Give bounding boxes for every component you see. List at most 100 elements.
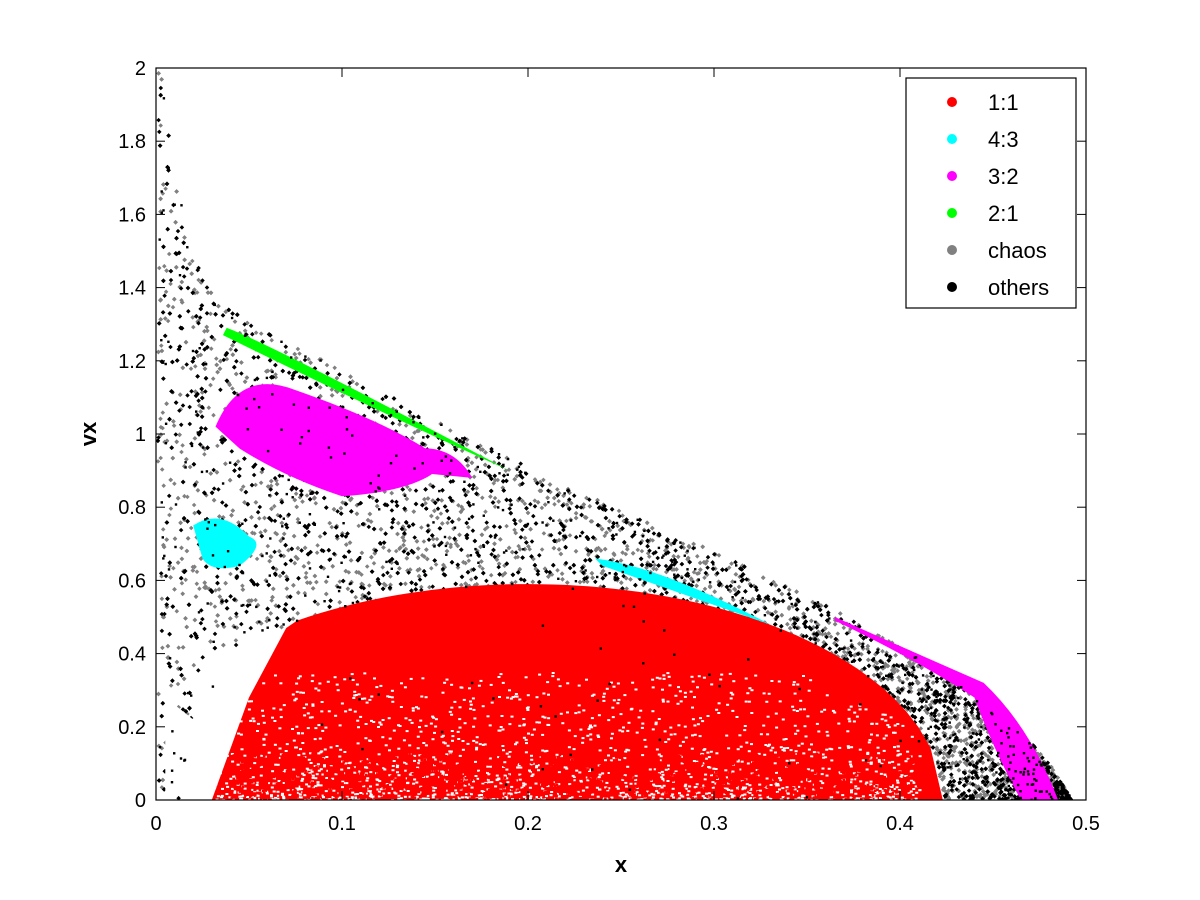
chaos-point (332, 365, 337, 371)
chaos-point (695, 554, 700, 559)
chaos-point (253, 482, 258, 488)
chaos-point (314, 550, 320, 555)
chaos-point (258, 331, 264, 336)
chaos-point (541, 531, 547, 536)
chaos-point (324, 362, 330, 368)
chaos-point (477, 563, 483, 569)
chaos-point (960, 776, 965, 782)
chaos-point (269, 598, 274, 603)
chaos-point (466, 558, 472, 563)
chaos-point (293, 491, 299, 496)
chaos-point (315, 543, 320, 548)
chaos-point (471, 474, 477, 480)
chaos-point (329, 524, 335, 530)
chaos-point (359, 596, 365, 601)
chaos-point (880, 649, 885, 654)
chaos-point (163, 289, 169, 295)
chaos-point (196, 277, 201, 283)
chaos-point (654, 566, 659, 572)
chaos-point (480, 495, 485, 501)
chaos-point (359, 572, 364, 577)
chaos-point (652, 562, 657, 568)
chaos-point (214, 356, 219, 361)
chaos-point (468, 577, 474, 582)
chaos-point (269, 337, 274, 343)
chaos-point (522, 501, 528, 506)
chaos-point (353, 594, 358, 600)
chaos-point (340, 393, 345, 399)
chaos-point (492, 495, 498, 501)
chaos-point (416, 428, 422, 434)
chaos-point (555, 568, 560, 573)
chaos-point (569, 500, 574, 506)
chaos-point (456, 503, 461, 508)
chaos-point (480, 566, 485, 571)
chaos-point (265, 543, 271, 549)
chaos-point (272, 503, 277, 509)
chaos-point (306, 356, 311, 362)
chaos-point (157, 265, 162, 271)
chaos-point (211, 412, 216, 418)
chaos-point (257, 516, 262, 521)
chaos-point (841, 649, 847, 655)
chaos-point (190, 258, 195, 264)
chaos-point (953, 698, 958, 704)
chaos-point (156, 459, 161, 464)
chaos-point (448, 544, 453, 550)
chaos-point (371, 561, 377, 566)
chaos-point (170, 304, 176, 310)
chaos-point (988, 782, 993, 787)
chaos-point (158, 416, 163, 422)
chaos-point (188, 366, 194, 371)
chaos-point (585, 579, 590, 585)
chaos-point (313, 501, 319, 506)
chaos-point (941, 774, 947, 779)
chaos-point (438, 511, 444, 516)
chaos-point (688, 596, 694, 601)
chaos-point (274, 567, 279, 572)
chaos-point (273, 375, 279, 380)
chaos-point (788, 617, 793, 622)
chaos-point (286, 547, 291, 553)
chaos-point (680, 541, 686, 547)
chaos-point (191, 324, 196, 330)
chaos-point (555, 487, 560, 492)
chaos-point (241, 484, 246, 489)
chaos-point (158, 123, 163, 128)
chaos-point (254, 556, 260, 562)
chaos-point (564, 518, 569, 524)
chaos-point (624, 543, 630, 549)
chaos-point (835, 631, 841, 636)
chaos-point (970, 759, 975, 765)
chaos-point (962, 738, 967, 743)
chaos-point (465, 489, 471, 495)
chaos-point (160, 410, 166, 415)
chaos-point (623, 551, 629, 557)
chaos-point (315, 601, 321, 607)
chaos-point (596, 545, 601, 551)
chaos-point (206, 405, 212, 410)
chaos-point (532, 498, 538, 503)
points-layer (156, 71, 1074, 800)
chaos-point (466, 524, 471, 530)
chaos-point (465, 553, 471, 559)
chaos-point (303, 570, 309, 576)
chaos-point (539, 505, 545, 511)
chaos-point (165, 318, 171, 324)
chaos-point (841, 625, 847, 631)
chaos-point (429, 566, 434, 571)
chaos-point (423, 501, 428, 506)
chaos-point (564, 502, 570, 507)
chaos-point (258, 480, 264, 486)
chaos-point (488, 572, 494, 578)
chaos-point (556, 498, 561, 504)
chaos-point (445, 520, 450, 526)
chaos-point (433, 562, 439, 567)
chaos-point (492, 504, 498, 509)
chaos-point (495, 477, 501, 483)
chaos-point (193, 364, 198, 369)
chaos-point (957, 759, 963, 765)
chaos-point (516, 543, 521, 549)
chaos-point (297, 351, 302, 356)
chaos-point (273, 372, 278, 377)
